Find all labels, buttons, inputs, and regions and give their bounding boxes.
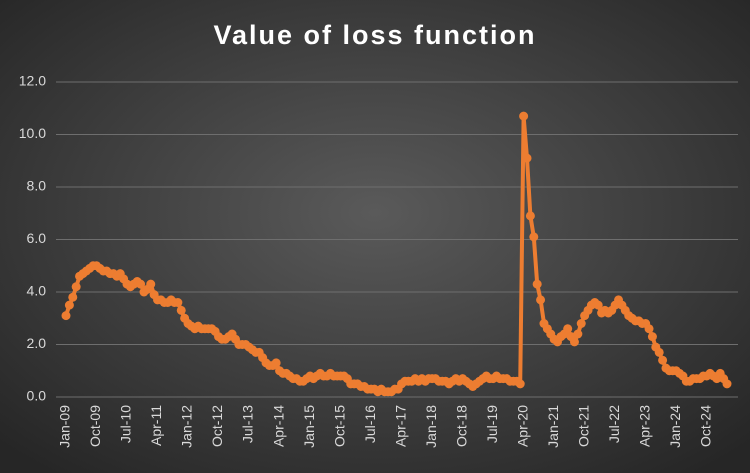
marker — [563, 324, 573, 334]
x-tick-label: Jan-09 — [57, 405, 73, 448]
marker — [569, 337, 579, 347]
marker — [176, 305, 186, 315]
x-tick-label: Jul-13 — [240, 405, 256, 443]
marker — [722, 379, 732, 389]
y-tick-label: 12.0 — [19, 73, 46, 89]
x-tick-label: Jul-10 — [118, 405, 134, 443]
marker — [61, 311, 71, 321]
x-tick-label: Apr-23 — [636, 405, 652, 447]
x-tick-label: Oct-09 — [87, 405, 103, 447]
x-tick-label: Apr-20 — [514, 405, 530, 447]
x-tick-label: Oct-24 — [697, 405, 713, 447]
marker — [644, 324, 654, 334]
marker — [173, 298, 183, 307]
x-tick-label: Apr-11 — [148, 405, 164, 446]
y-tick-label: 2.0 — [27, 335, 47, 351]
marker — [593, 300, 603, 310]
y-tick-label: 6.0 — [27, 230, 47, 246]
marker — [658, 355, 668, 365]
x-tick-label: Jul-16 — [362, 405, 378, 443]
marker — [532, 279, 542, 289]
marker — [136, 279, 146, 289]
x-tick-label: Jul-22 — [606, 405, 622, 443]
x-tick-label: Oct-15 — [331, 405, 347, 447]
x-tick-label: Apr-14 — [270, 405, 286, 447]
y-tick-label: 0.0 — [27, 388, 47, 404]
marker — [271, 358, 281, 368]
x-tick-label: Jan-12 — [179, 405, 195, 448]
marker — [576, 319, 586, 328]
x-tick-label: Apr-17 — [392, 405, 408, 447]
x-tick-label: Oct-18 — [453, 405, 469, 447]
marker — [522, 153, 532, 163]
marker — [647, 332, 657, 342]
marker — [68, 292, 78, 302]
marker — [515, 379, 525, 389]
marker — [146, 279, 156, 289]
x-tick-label: Jan-18 — [423, 405, 439, 448]
marker — [654, 347, 664, 357]
marker — [529, 232, 539, 242]
marker — [71, 282, 81, 292]
marker — [64, 300, 74, 310]
x-tick-label: Oct-21 — [575, 405, 591, 447]
x-tick-label: Jan-24 — [667, 405, 683, 448]
marker — [525, 211, 535, 221]
marker — [536, 295, 546, 305]
y-tick-label: 8.0 — [27, 178, 47, 194]
x-tick-label: Oct-12 — [209, 405, 225, 447]
marker — [573, 329, 583, 339]
marker — [519, 111, 529, 121]
x-tick-label: Jan-21 — [545, 405, 561, 448]
x-tick-label: Jan-15 — [301, 405, 317, 448]
chart-title: Value of loss function — [213, 20, 536, 50]
y-tick-label: 4.0 — [27, 283, 47, 299]
y-tick-label: 10.0 — [19, 125, 46, 141]
x-tick-label: Jul-19 — [484, 405, 500, 443]
